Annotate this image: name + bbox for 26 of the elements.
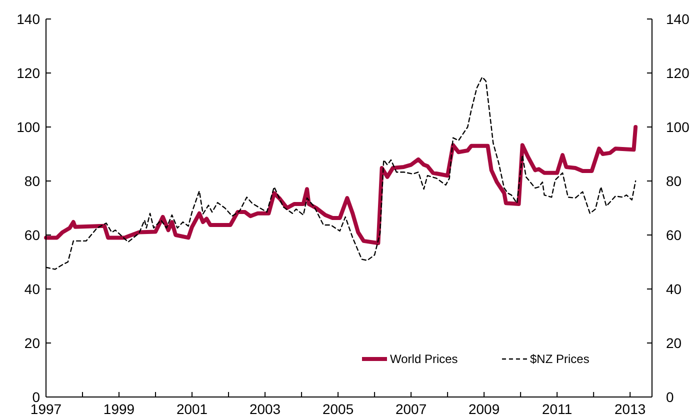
- y-tick-label: 140: [16, 11, 40, 27]
- y2-tick-label: 0: [666, 389, 674, 405]
- y-tick-label: 60: [24, 227, 40, 243]
- y2-tick-label: 40: [666, 281, 682, 297]
- y2-tick-label: 60: [666, 227, 682, 243]
- x-tick-label: 2005: [322, 401, 354, 417]
- x-tick-label: 2007: [395, 401, 427, 417]
- x-tick-label: 2011: [542, 401, 572, 417]
- y-tick-label: 80: [24, 173, 40, 189]
- y-tick-label: 120: [16, 65, 40, 81]
- y-tick-label: 20: [24, 335, 40, 351]
- legend-label: $NZ Prices: [530, 352, 590, 366]
- y2-tick-label: 120: [666, 65, 690, 81]
- y2-tick-label: 80: [666, 173, 682, 189]
- line-series: [44, 125, 638, 246]
- y2-tick-label: 140: [666, 11, 690, 27]
- x-tick-label: 2013: [614, 401, 646, 417]
- legend-label: World Prices: [390, 352, 458, 366]
- x-tick-label: 2001: [176, 401, 208, 417]
- x-tick-label: 1999: [103, 401, 135, 417]
- y-tick-label: 100: [16, 119, 40, 135]
- y-tick-label: 40: [24, 281, 40, 297]
- x-tick-label: 2003: [249, 401, 281, 417]
- y2-tick-label: 20: [666, 335, 682, 351]
- y2-tick-label: 100: [666, 119, 690, 135]
- x-tick-label: 2009: [468, 401, 500, 417]
